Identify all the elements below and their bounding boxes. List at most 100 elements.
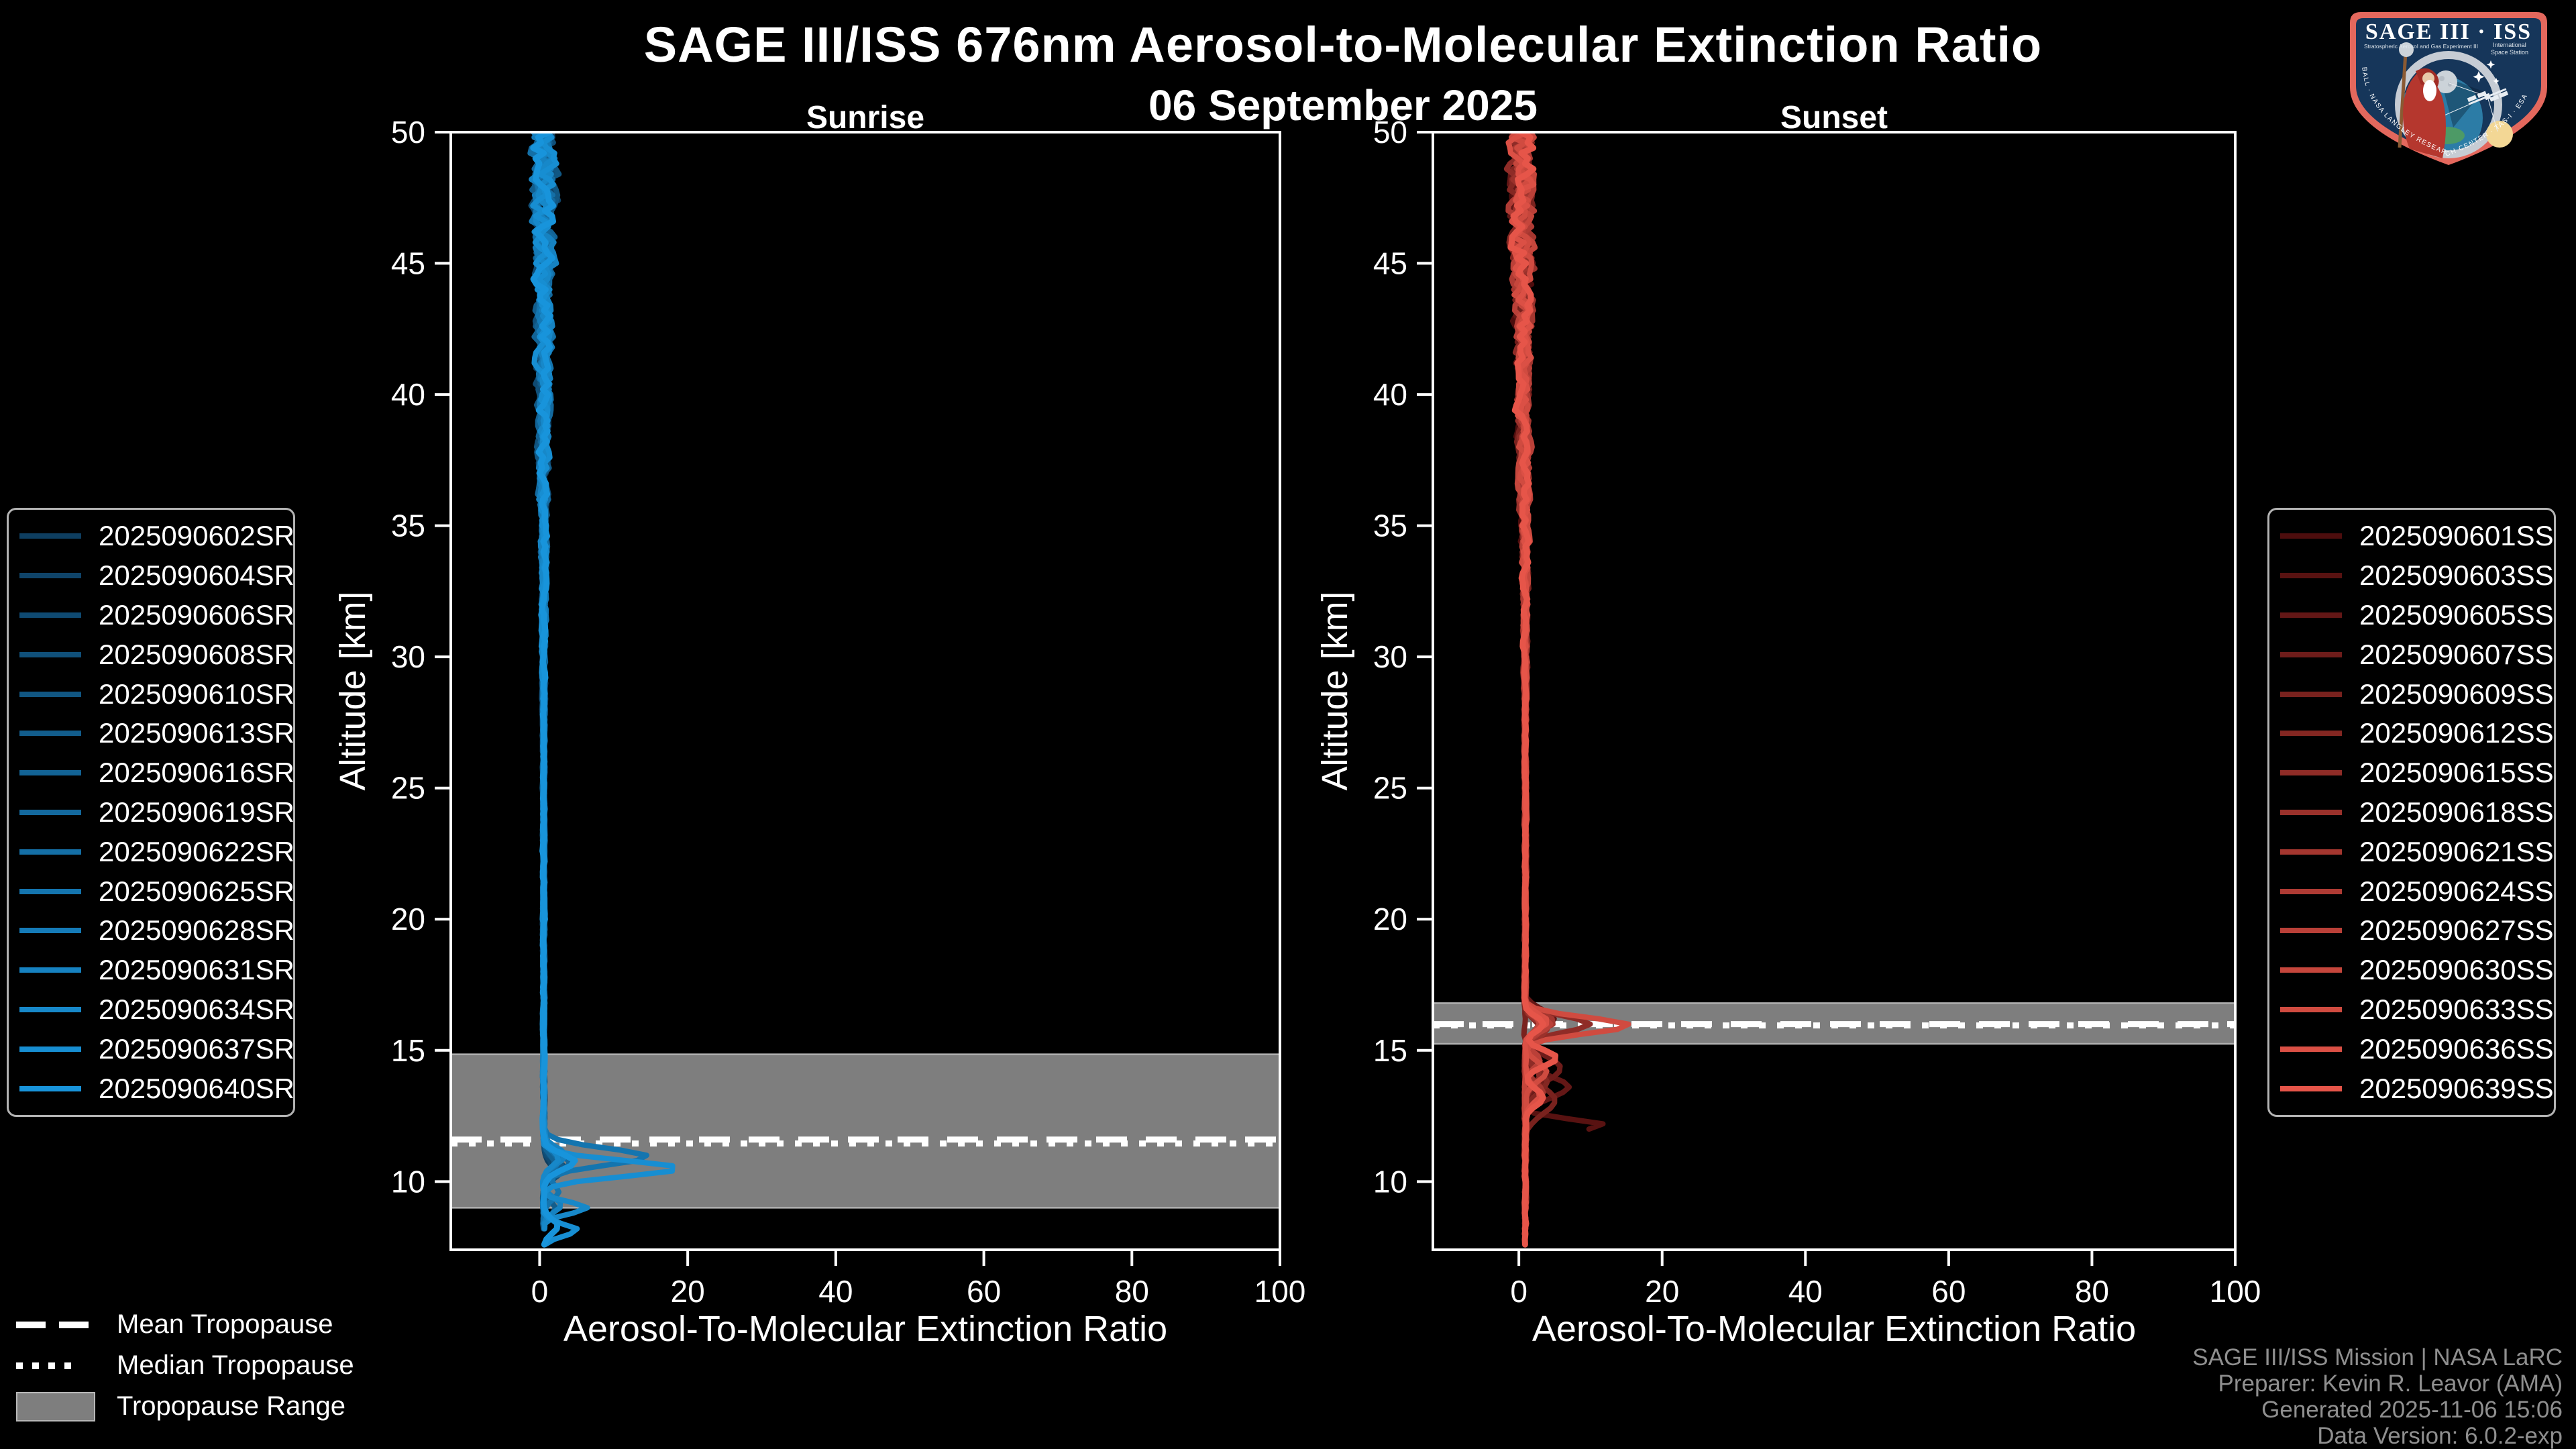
y-tick-label: 50 <box>391 115 425 150</box>
legend-entry-label: 2025090622SR <box>99 835 294 867</box>
patch-father-time <box>2398 42 2446 158</box>
legend-line-swatch <box>2280 770 2342 776</box>
band-swatch <box>16 1391 97 1421</box>
legend-entry-label: 2025090605SS <box>2359 598 2554 631</box>
legend-entry: 2025090602SR <box>9 517 294 555</box>
y-tick-label: 30 <box>1373 639 1407 674</box>
legend-entry: Tropopause Range <box>16 1386 354 1427</box>
y-tick-label: 15 <box>391 1033 425 1068</box>
x-tick-label: 0 <box>531 1274 549 1309</box>
legend-line-swatch <box>19 888 81 894</box>
legend-line-swatch <box>19 809 81 815</box>
legend-entry-label: 2025090607SS <box>2359 638 2554 670</box>
x-tick-label: 100 <box>1254 1274 1306 1309</box>
legend-entry: 2025090612SS <box>2269 714 2554 752</box>
legend-entry: 2025090634SR <box>9 991 294 1028</box>
legend-entry-label: 2025090616SR <box>99 757 294 789</box>
legend-line-swatch <box>19 849 81 855</box>
x-axis-label: Aerosol-To-Molecular Extinction Ratio <box>1532 1309 2136 1349</box>
axes-frame <box>449 131 1281 1251</box>
legend-entry: 2025090627SS <box>2269 912 2554 949</box>
legend-line-swatch <box>2280 651 2342 657</box>
y-tick-label: 35 <box>391 508 425 543</box>
legend-line-swatch <box>19 1006 81 1012</box>
legend-entry: 2025090608SR <box>9 636 294 674</box>
legend-line-swatch <box>19 691 81 697</box>
legend-entry: 2025090640SR <box>9 1070 294 1108</box>
legend-line-swatch <box>2280 1046 2342 1052</box>
legend-line-swatch <box>19 928 81 934</box>
y-tick-label: 50 <box>1373 115 1407 150</box>
attribution-block: SAGE III/ISS Mission | NASA LaRC Prepare… <box>2192 1344 2563 1449</box>
legend-entry: 2025090609SS <box>2269 676 2554 713</box>
legend-entry: 2025090624SS <box>2269 873 2554 910</box>
y-tick-label: 30 <box>391 639 425 674</box>
legend-entry: 2025090630SS <box>2269 951 2554 989</box>
legend-entry: Mean Tropopause <box>16 1304 354 1345</box>
x-tick-label: 40 <box>1788 1274 1823 1309</box>
legend-entry: 2025090631SR <box>9 951 294 989</box>
legend-entry-label: 2025090640SR <box>99 1072 294 1104</box>
figure-title: SAGE III/ISS 676nm Aerosol-to-Molecular … <box>643 17 2043 72</box>
legend-entry-label: 2025090634SR <box>99 993 294 1025</box>
legend-entry-label: 2025090628SR <box>99 914 294 947</box>
legend-line-swatch <box>19 651 81 657</box>
legend-entry: 2025090603SS <box>2269 557 2554 594</box>
x-axis-label: Aerosol-To-Molecular Extinction Ratio <box>564 1309 1167 1349</box>
legend-entry: Median Tropopause <box>16 1345 354 1386</box>
legend-line-swatch <box>2280 888 2342 894</box>
patch-sun <box>2486 121 2513 148</box>
legend-entry: 2025090616SR <box>9 754 294 792</box>
x-tick-label: 0 <box>1510 1274 1527 1309</box>
y-tick-label: 35 <box>1373 508 1407 543</box>
y-tick-label: 40 <box>391 377 425 412</box>
profile-line-2025090639SS <box>1507 132 1558 1248</box>
attribution-line: Generated 2025-11-06 15:06 <box>2261 1397 2563 1423</box>
patch-subtitle-left: Stratospheric Aerosol and Gas Experiment… <box>2364 43 2478 50</box>
patch-iss <box>2467 88 2509 105</box>
tropopause-range-band <box>451 1054 1280 1208</box>
panel-title-sunrise: Sunrise <box>806 100 925 136</box>
legend-entry-label: 2025090637SR <box>99 1032 294 1065</box>
y-tick-label: 20 <box>391 902 425 936</box>
legend-line-swatch <box>2280 573 2342 579</box>
legend-entry: 2025090619SR <box>9 794 294 831</box>
y-tick-label: 10 <box>1373 1164 1407 1199</box>
legend-entry-label: 2025090615SS <box>2359 757 2554 789</box>
x-tick-label: 60 <box>967 1274 1001 1309</box>
legend-line-swatch <box>2280 1085 2342 1091</box>
legend-entry: 2025090618SS <box>2269 794 2554 831</box>
legend-line-swatch <box>2280 928 2342 934</box>
legend-line-swatch <box>2280 731 2342 737</box>
tropopause-legend: Mean Tropopause Median Tropopause Tropop… <box>16 1304 354 1427</box>
legend-entry-label: 2025090631SR <box>99 954 294 986</box>
legend-entry-label: 2025090612SS <box>2359 717 2554 749</box>
legend-entry-label: 2025090639SS <box>2359 1072 2554 1104</box>
legend-entry: 2025090622SR <box>9 833 294 871</box>
legend-line-swatch <box>19 1046 81 1052</box>
legend-entry: 2025090604SR <box>9 557 294 594</box>
attribution-line: Data Version: 6.0.2-exp <box>2317 1423 2563 1449</box>
legend-entry-label: 2025090604SR <box>99 559 294 592</box>
legend-entry-label: 2025090636SS <box>2359 1032 2554 1065</box>
profile-line-2025090640SR <box>530 132 578 1248</box>
legend-entry-label: 2025090609SS <box>2359 678 2554 710</box>
x-tick-label: 20 <box>671 1274 705 1309</box>
legend-line-swatch <box>2280 809 2342 815</box>
legend-entry-label: 2025090619SR <box>99 796 294 828</box>
y-tick-label: 20 <box>1373 902 1407 936</box>
dashed-line-swatch <box>16 1321 97 1328</box>
legend-entry: 2025090615SS <box>2269 754 2554 792</box>
y-tick-label: 10 <box>391 1164 425 1199</box>
legend-line-swatch <box>2280 533 2342 539</box>
legend-entry-label: 2025090606SR <box>99 598 294 631</box>
legend-entry-label: 2025090627SS <box>2359 914 2554 947</box>
legend-entry-label: Tropopause Range <box>117 1391 345 1421</box>
legend-entry: 2025090613SR <box>9 714 294 752</box>
sunset-event-legend: 2025090601SS 2025090603SS 2025090605SS 2… <box>2267 508 2556 1117</box>
legend-line-swatch <box>2280 849 2342 855</box>
x-tick-label: 80 <box>2075 1274 2109 1309</box>
x-tick-label: 80 <box>1115 1274 1149 1309</box>
axes-frame <box>1432 131 2237 1251</box>
